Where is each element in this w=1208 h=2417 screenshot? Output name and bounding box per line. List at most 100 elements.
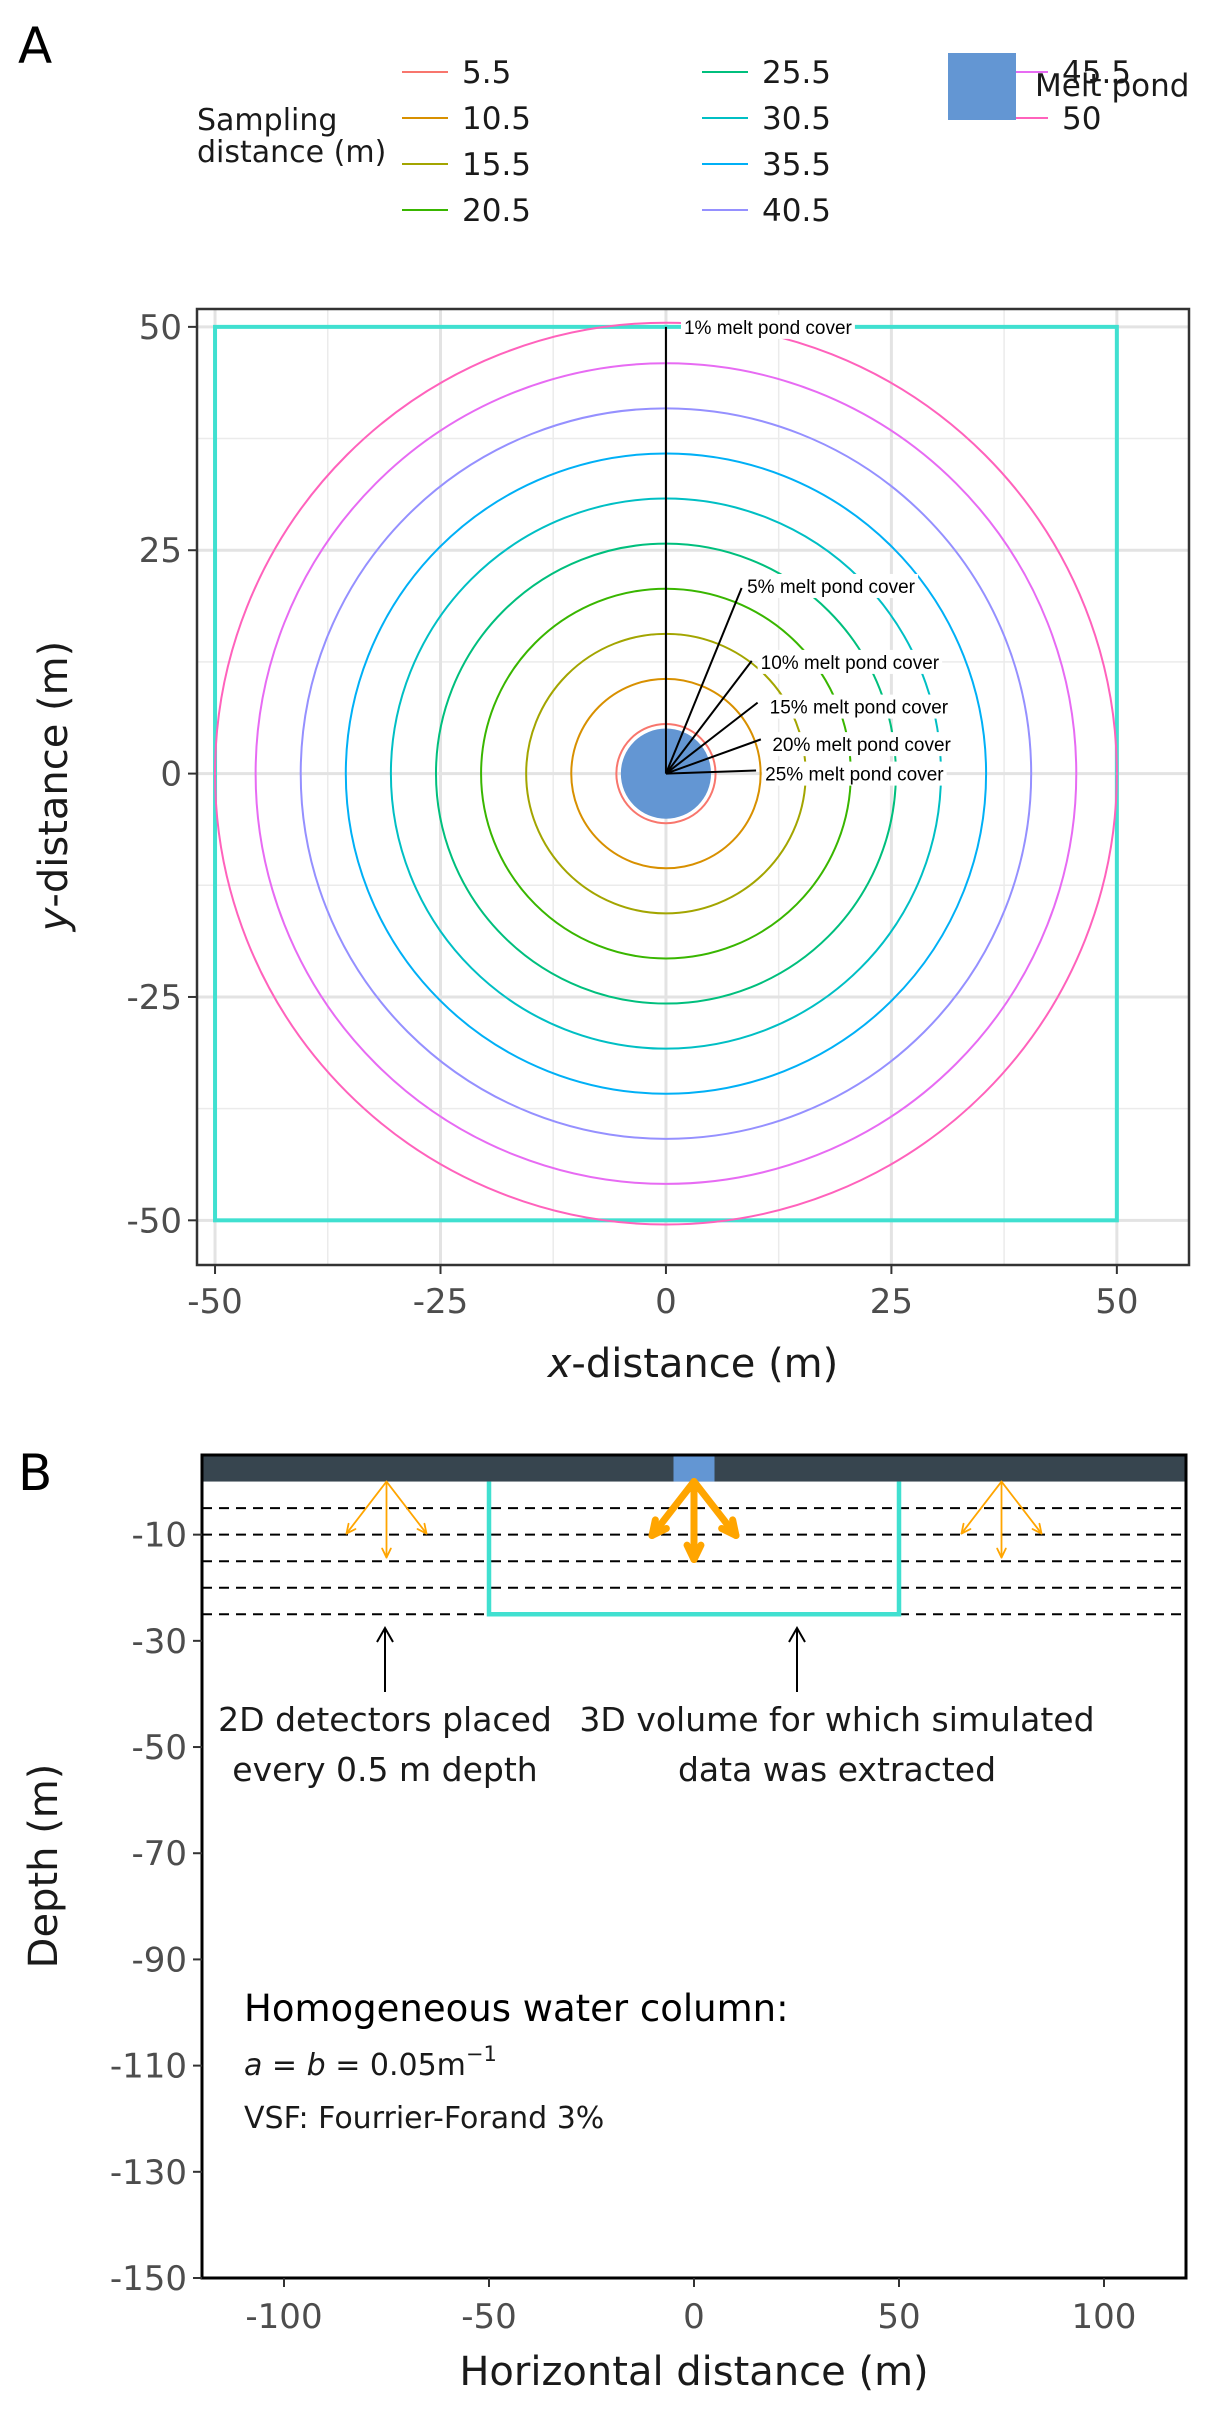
legend-items: 5.5 10.5 15.5 20.5 25.5 30.5 35.5 40.5 45.5 50	[402, 55, 1131, 229]
y-tick-label: -50	[131, 1728, 187, 1768]
annotation-label-bg	[766, 694, 952, 719]
legend: Sampling distance (m) 5.5 10.5 15.5 20.5 25.…	[197, 53, 1189, 229]
x-tick-label: 100	[1072, 2297, 1137, 2337]
light-arrow-center	[648, 1478, 698, 1540]
light-arrow-side-head	[1031, 1522, 1043, 1535]
light-arrow-center-head	[648, 1516, 670, 1540]
volume-label-line2: data was extracted	[678, 1750, 996, 1789]
panel-a-y-axis-rest: -distance (m)	[31, 641, 77, 908]
legend-item-label: 50	[1062, 101, 1101, 137]
legend-item-label: 25.5	[762, 55, 831, 91]
y-tick-label: -50	[126, 1201, 182, 1241]
legend-melt-pond-label: Melt pond	[1035, 68, 1189, 104]
annotation-label: 15% melt pond cover	[770, 698, 949, 719]
detectors-label-line2: every 0.5 m depth	[232, 1750, 537, 1789]
panel-a-x-axis-rest: -distance (m)	[571, 1341, 838, 1387]
panel-b-background	[202, 1455, 1186, 2278]
light-arrow-side-head	[416, 1522, 428, 1535]
volume-label-line1: 3D volume for which simulated	[579, 1700, 1094, 1739]
light-arrow-side-head	[960, 1522, 972, 1535]
annotation-line	[665, 660, 753, 775]
y-tick-label: -10	[131, 1516, 187, 1556]
panel-a-ticks: -50 -25 0 25 50 50 25 0 -25 -50	[126, 308, 1138, 1322]
light-arrow-side	[345, 1480, 388, 1535]
y-tick-label: -90	[131, 1940, 187, 1980]
light-arrow-side	[385, 1480, 428, 1535]
equation-superscript: −1	[466, 2042, 497, 2066]
x-tick-label: -50	[461, 2297, 517, 2337]
x-tick-label: 0	[655, 1282, 677, 1322]
sampling-circle	[214, 321, 1118, 1226]
equation-value: = 0.05m	[326, 2048, 466, 2083]
y-tick-label: -150	[110, 2259, 187, 2299]
panel-a-x-axis-italic: x	[546, 1341, 572, 1387]
y-tick-label: 25	[139, 531, 182, 571]
legend-item-label: 10.5	[462, 101, 531, 137]
panel-a-y-axis-title: y-distance (m)	[31, 641, 77, 933]
x-tick-label: -50	[187, 1282, 243, 1322]
legend-item-label: 35.5	[762, 147, 831, 183]
light-arrows	[345, 1478, 1043, 1564]
annotation-label: 25% melt pond cover	[765, 765, 944, 786]
y-tick-label: -30	[131, 1622, 187, 1662]
water-column-vsf: VSF: Fourrier-Forand 3%	[244, 2101, 604, 2136]
panel-a-frame	[195, 307, 1191, 1267]
x-tick-label: 0	[683, 2297, 705, 2337]
light-arrow-center-head	[683, 1541, 705, 1564]
annotation-label-bg	[762, 761, 947, 786]
light-arrow-side	[960, 1480, 1003, 1535]
light-arrow-center-head	[718, 1516, 740, 1540]
extraction-volume	[486, 1481, 902, 1617]
annotation-line	[665, 701, 759, 775]
light-arrow-side	[1000, 1480, 1043, 1535]
equation-equals: =	[262, 2048, 306, 2083]
panel-b-ticks: -100 -50 0 50 100 -10 -30 -50 -70 -90 -110 -130 -150	[110, 1516, 1137, 2337]
x-tick-label: -100	[245, 2297, 322, 2337]
legend-item-label: 45.5	[1062, 55, 1131, 91]
x-tick-label: 25	[870, 1282, 913, 1322]
annotation-label-bg	[757, 649, 943, 674]
legend-item-label: 5.5	[462, 55, 511, 91]
panel-a-x-axis-title: x-distance (m)	[546, 1341, 839, 1387]
detectors-label-line1: 2D detectors placed	[218, 1700, 552, 1739]
annotation-label: 20% melt pond cover	[772, 735, 951, 756]
x-tick-label: -25	[413, 1282, 469, 1322]
water-column-heading: Homogeneous water column:	[244, 1987, 789, 2030]
panel-b-x-axis-title: Horizontal distance (m)	[459, 2349, 928, 2395]
legend-title-line2: distance (m)	[197, 135, 386, 170]
annotation-label-bg	[680, 314, 855, 339]
y-tick-label: 0	[160, 755, 182, 795]
legend-item-label: 15.5	[462, 147, 531, 183]
annotation-line	[665, 738, 762, 775]
cover-annotations: 1% melt pond cover 5% melt pond cover 10% …	[664, 314, 954, 786]
melt-pond-block	[673, 1455, 715, 1482]
light-arrow-center	[690, 1478, 740, 1540]
annotation-label: 1% melt pond cover	[684, 318, 853, 339]
y-tick-label: 50	[139, 308, 182, 348]
annotation-line	[665, 769, 757, 775]
x-tick-label: 50	[877, 2297, 920, 2337]
legend-title-line1: Sampling	[197, 103, 337, 138]
y-tick-label: -70	[131, 1834, 187, 1874]
panel-a-label: A	[18, 17, 52, 75]
water-column-equation: a = b = 0.05m−1	[244, 2042, 497, 2083]
legend-item-label: 30.5	[762, 101, 831, 137]
annotation-label-bg	[769, 732, 954, 757]
panel-b-plot: -100 -50 0 50 100 -10 -30 -50 -70 -90 -110 -130 -150…	[21, 1453, 1188, 2395]
annotation-label-bg	[744, 573, 919, 598]
x-tick-label: 50	[1095, 1282, 1138, 1322]
legend-melt-pond-swatch	[948, 53, 1016, 120]
panel-b-y-axis-title: Depth (m)	[21, 1764, 67, 1969]
y-tick-label: -130	[110, 2153, 187, 2193]
annotation-label: 5% melt pond cover	[747, 577, 916, 598]
detectors-pointer-head	[376, 1625, 394, 1643]
equation-a: a	[244, 2048, 262, 2083]
panel-a-y-axis-italic: y	[31, 906, 77, 932]
light-arrow-side-head	[996, 1547, 1007, 1559]
panel-a-plot: 1% melt pond cover 5% melt pond cover 10% …	[31, 307, 1191, 1387]
legend-item-label: 40.5	[762, 193, 831, 229]
light-arrow-side-head	[381, 1547, 392, 1559]
annotation-label: 10% melt pond cover	[761, 653, 940, 674]
y-tick-label: -110	[110, 2047, 187, 2087]
